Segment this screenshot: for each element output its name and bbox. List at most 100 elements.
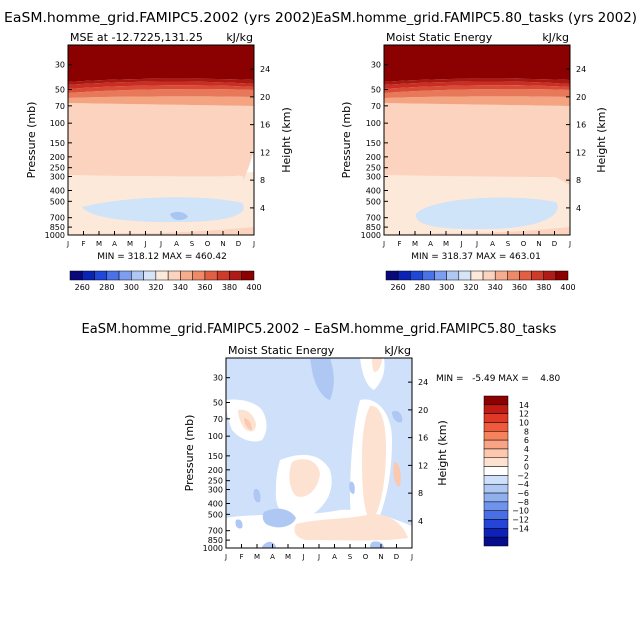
colorbar-label: 260 xyxy=(390,283,405,292)
y-tick-label: 850 xyxy=(50,223,65,232)
colorbar-label: −2 xyxy=(517,471,529,480)
panel-left-colorbar: 260 280 300 320 340 360 380 400 xyxy=(69,270,262,292)
x-tick-label: F xyxy=(239,553,243,561)
x-tick-label: N xyxy=(378,553,383,561)
y2-tick-label: 12 xyxy=(260,148,270,157)
panel-diff-y2-axis: 24 20 16 12 8 4 xyxy=(408,378,428,526)
colorbar-label: 380 xyxy=(222,283,237,292)
x-tick-label: O xyxy=(363,553,369,561)
colorbar-label: 400 xyxy=(246,283,261,292)
x-tick-label: M xyxy=(285,553,291,561)
y-tick-label: 70 xyxy=(371,102,381,111)
y-tick-label: 500 xyxy=(208,510,223,519)
colorbar-box xyxy=(483,536,509,547)
y2-tick-label: 24 xyxy=(418,378,428,387)
y2-tick-label: 20 xyxy=(260,93,270,102)
panel-right-subtitle: Moist Static Energy xyxy=(386,31,493,44)
y2-tick-label: 16 xyxy=(418,434,428,443)
colorbar-box xyxy=(143,270,157,281)
colorbar-box xyxy=(167,270,181,281)
panel-right-y2-label: Height (km) xyxy=(595,107,608,173)
panel-right-stats: MIN = 318.37 MAX = 463.01 xyxy=(411,252,541,262)
y-tick-label: 400 xyxy=(208,499,223,508)
y2-tick-label: 4 xyxy=(418,517,423,526)
y-tick-label: 300 xyxy=(366,173,381,182)
y2-tick-label: 8 xyxy=(260,176,265,185)
x-tick-label: A xyxy=(112,240,117,248)
y2-tick-label: 12 xyxy=(576,148,586,157)
panel-left-y-label: Pressure (mb) xyxy=(25,102,38,179)
x-tick-label: A xyxy=(270,553,275,561)
colorbar-box xyxy=(483,528,509,538)
y2-tick-label: 24 xyxy=(260,65,270,74)
x-tick-label: O xyxy=(205,240,211,248)
y2-tick-label: 8 xyxy=(576,176,581,185)
colorbar-label: 8 xyxy=(524,427,529,436)
colorbar-box xyxy=(482,270,496,281)
y-tick-label: 400 xyxy=(366,186,381,195)
y-tick-label: 50 xyxy=(371,86,381,95)
colorbar-box xyxy=(483,395,509,406)
y-tick-label: 1000 xyxy=(361,231,381,240)
colorbar-label: 260 xyxy=(75,283,90,292)
colorbar-box xyxy=(470,270,484,281)
y-tick-label: 700 xyxy=(208,527,223,536)
panel-diff-field xyxy=(226,358,412,548)
panel-left-y2-label: Height (km) xyxy=(280,107,293,173)
colorbar-box xyxy=(131,270,144,281)
colorbar-box xyxy=(483,475,509,485)
colorbar-label: 6 xyxy=(524,436,529,445)
y-tick-label: 150 xyxy=(366,139,381,148)
x-tick-label: J xyxy=(317,553,320,561)
colorbar-box xyxy=(94,270,108,281)
y-tick-label: 250 xyxy=(50,164,65,173)
x-tick-label: J xyxy=(66,240,69,248)
colorbar-label: 12 xyxy=(519,410,529,419)
x-tick-label: O xyxy=(521,240,527,248)
colorbar-label: 360 xyxy=(197,283,212,292)
x-tick-label: J xyxy=(459,240,462,248)
colorbar-label: 360 xyxy=(512,283,527,292)
left-panel-title: EaSM.homme_grid.FAMIPC5.2002 (yrs 2002) xyxy=(4,10,316,26)
panel-right-units: kJ/kg xyxy=(542,31,569,44)
colorbar-label: −14 xyxy=(512,524,529,533)
x-tick-label: D xyxy=(236,240,241,248)
colorbar-label: 320 xyxy=(148,283,163,292)
y2-tick-label: 16 xyxy=(260,121,270,130)
y-tick-label: 200 xyxy=(208,466,223,475)
colorbar-box xyxy=(483,492,509,503)
colorbar-box xyxy=(507,270,520,281)
x-tick-label: A xyxy=(490,240,495,248)
colorbar-label: 0 xyxy=(524,463,529,472)
y-tick-label: 700 xyxy=(366,214,381,223)
panel-right-y-label: Pressure (mb) xyxy=(340,102,353,179)
x-tick-label: M xyxy=(254,553,260,561)
x-tick-label: M xyxy=(127,240,133,248)
y-tick-label: 50 xyxy=(213,399,223,408)
colorbar-box xyxy=(385,270,399,281)
colorbar-box xyxy=(483,519,509,529)
colorbar-label: 10 xyxy=(519,418,529,427)
colorbar-label: 300 xyxy=(439,283,454,292)
y-tick-label: 100 xyxy=(366,119,381,128)
colorbar-box xyxy=(192,270,206,281)
y2-tick-label: 8 xyxy=(418,489,423,498)
panel-left-field xyxy=(68,45,254,235)
y-tick-label: 300 xyxy=(208,486,223,495)
x-tick-label: J xyxy=(143,240,146,248)
y2-tick-label: 12 xyxy=(418,461,428,470)
panel-right-colorbar: 260 280 300 320 340 360 380 400 xyxy=(385,270,576,292)
colorbar-box xyxy=(519,270,532,281)
colorbar-label: 280 xyxy=(99,283,114,292)
x-tick-label: D xyxy=(394,553,399,561)
colorbar-label: 14 xyxy=(519,401,529,410)
colorbar-box xyxy=(483,466,509,476)
y-tick-label: 300 xyxy=(50,173,65,182)
panel-left: MSE at -12.7225,131.25 kJ/kg 30 50 70 100 15… xyxy=(25,31,293,292)
colorbar-box xyxy=(483,439,509,450)
colorbar-label: −10 xyxy=(512,507,529,516)
